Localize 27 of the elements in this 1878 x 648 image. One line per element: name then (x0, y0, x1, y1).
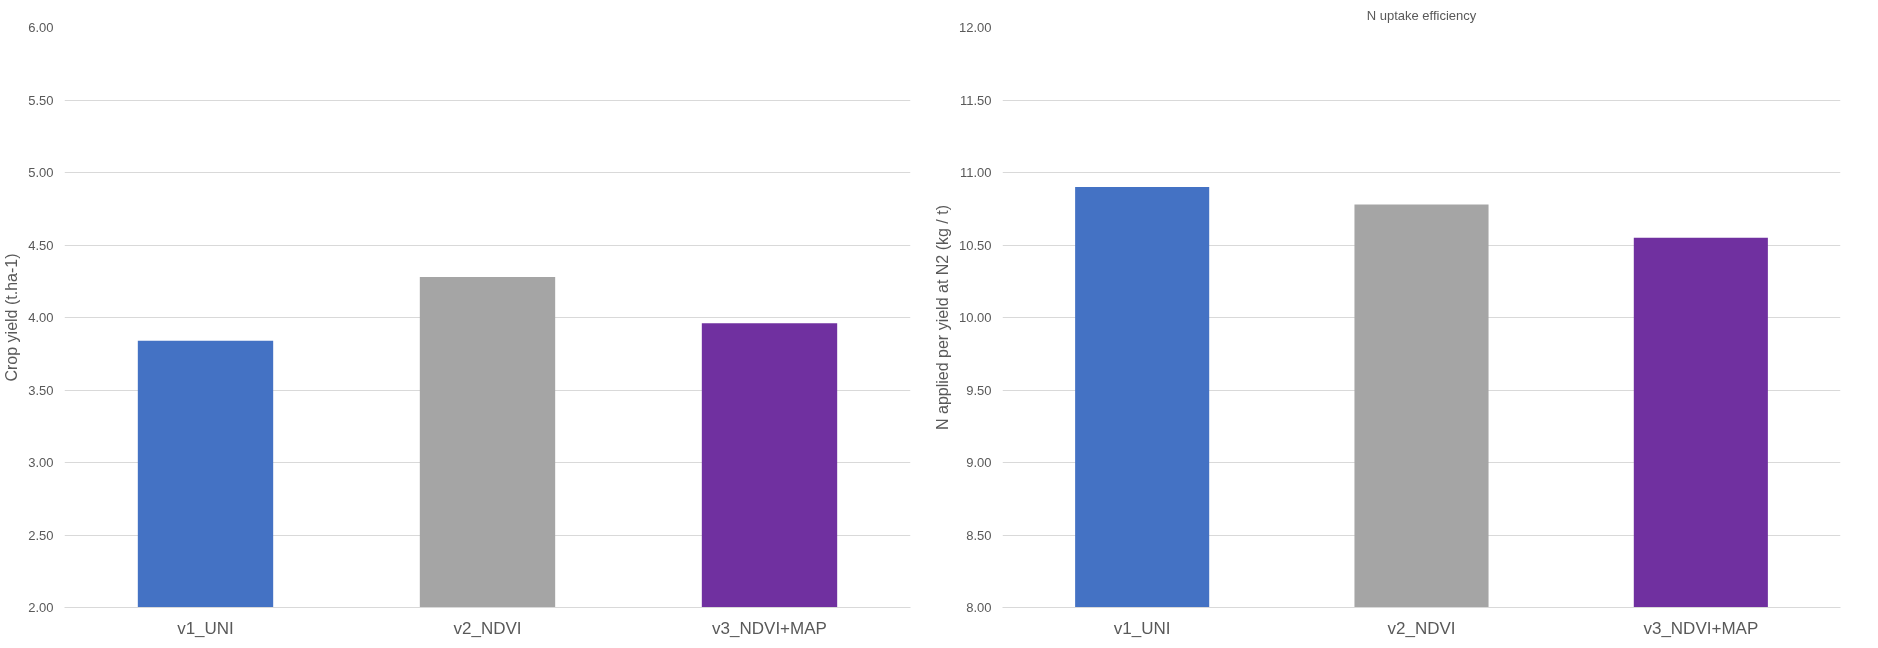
y-tick-label: 6.00 (28, 20, 54, 35)
y-tick-label: 10.50 (958, 237, 992, 253)
x-tick-label: v1_UNI (1113, 618, 1171, 638)
y-tick-label: 12.00 (958, 20, 992, 35)
x-tick-label: v3_NDVI+MAP (712, 618, 827, 638)
y-axis-title: N applied per yield at N2 (kg / t) (933, 205, 951, 430)
y-tick-label: 5.50 (28, 92, 54, 108)
chart-title: N uptake efficiency (1366, 7, 1477, 23)
x-tick-label: v3_NDVI+MAP (1643, 618, 1759, 638)
x-tick-label: v1_UNI (177, 618, 234, 638)
y-tick-label: 2.00 (28, 600, 54, 615)
x-tick-label: v2_NDVI (453, 618, 522, 638)
y-tick-label: 3.00 (28, 455, 54, 470)
y-tick-label: 5.00 (28, 165, 54, 180)
x-tick-label: v2_NDVI (1387, 618, 1456, 638)
y-axis-title: Crop yield (t.ha-1) (3, 253, 21, 382)
y-tick-label: 8.50 (966, 527, 992, 543)
y-tick-label: 10.00 (958, 310, 992, 325)
y-tick-label: 11.00 (959, 165, 992, 180)
y-tick-label: 3.50 (28, 382, 54, 398)
y-tick-label: 11.50 (959, 92, 992, 108)
y-tick-label: 8.00 (966, 600, 992, 615)
y-tick-label: 9.50 (966, 382, 992, 398)
y-tick-label: 2.50 (28, 527, 54, 543)
y-tick-label: 4.50 (28, 237, 54, 253)
y-tick-label: 9.00 (966, 455, 992, 470)
y-tick-label: 4.00 (28, 310, 54, 325)
